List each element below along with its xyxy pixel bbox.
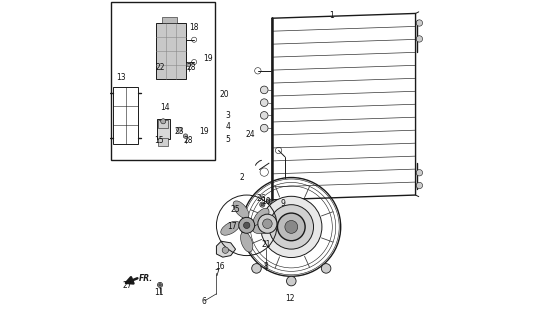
Text: 13: 13 (116, 73, 126, 82)
Text: 3: 3 (225, 111, 230, 120)
Ellipse shape (240, 232, 253, 252)
Circle shape (244, 222, 250, 228)
Bar (156, 23, 186, 79)
Ellipse shape (233, 201, 249, 219)
Circle shape (261, 203, 264, 206)
Text: 10: 10 (261, 197, 271, 206)
Text: 1: 1 (329, 11, 334, 20)
Circle shape (416, 170, 422, 176)
Text: 2: 2 (239, 173, 244, 182)
Bar (113, 87, 138, 144)
Circle shape (260, 86, 268, 94)
Text: 8: 8 (264, 262, 268, 271)
Text: 24: 24 (245, 130, 254, 139)
Bar (157, 119, 169, 139)
Text: 14: 14 (161, 103, 170, 112)
Text: 20: 20 (220, 90, 229, 99)
Text: 11: 11 (154, 288, 164, 297)
Text: 6: 6 (201, 297, 206, 306)
Text: 16: 16 (215, 262, 224, 271)
Text: 18: 18 (189, 23, 199, 32)
Bar (162, 17, 177, 23)
Circle shape (269, 205, 314, 249)
Bar (159, 121, 168, 128)
Text: 23: 23 (175, 127, 185, 136)
Circle shape (268, 200, 270, 203)
Circle shape (260, 124, 268, 132)
Text: 4: 4 (225, 122, 230, 131)
Circle shape (159, 284, 161, 286)
Text: 19: 19 (199, 127, 209, 136)
Text: 9: 9 (281, 198, 286, 207)
Circle shape (260, 112, 268, 119)
Text: 28: 28 (183, 136, 193, 145)
Text: 22: 22 (156, 63, 165, 72)
Circle shape (261, 196, 322, 258)
Text: 15: 15 (154, 136, 164, 145)
Circle shape (260, 202, 265, 207)
Circle shape (266, 199, 272, 204)
Circle shape (258, 214, 277, 233)
Circle shape (158, 282, 162, 287)
Circle shape (278, 213, 305, 241)
Circle shape (187, 62, 191, 67)
Circle shape (252, 264, 261, 273)
Ellipse shape (221, 221, 240, 235)
Circle shape (416, 36, 422, 42)
Text: 5: 5 (225, 135, 230, 144)
Circle shape (287, 276, 296, 286)
Text: 7: 7 (214, 268, 219, 278)
Bar (111, 2, 215, 160)
Text: 27: 27 (123, 281, 132, 290)
Text: 26: 26 (256, 194, 266, 203)
Text: FR.: FR. (138, 274, 152, 283)
Circle shape (222, 247, 229, 253)
Text: 25: 25 (231, 205, 240, 214)
Circle shape (416, 182, 422, 189)
Circle shape (263, 219, 272, 228)
Polygon shape (216, 241, 236, 257)
Text: 12: 12 (285, 294, 294, 303)
Text: 19: 19 (204, 53, 213, 62)
Ellipse shape (253, 208, 269, 226)
Text: 21: 21 (261, 240, 271, 249)
Circle shape (161, 119, 166, 124)
Circle shape (176, 127, 182, 132)
Circle shape (285, 220, 298, 233)
Circle shape (416, 20, 422, 26)
Circle shape (183, 134, 188, 138)
Ellipse shape (253, 223, 273, 234)
Text: 17: 17 (228, 222, 237, 231)
Text: 28: 28 (186, 63, 196, 72)
Circle shape (261, 197, 321, 257)
Circle shape (260, 99, 268, 107)
Circle shape (239, 217, 254, 233)
Bar (159, 138, 168, 146)
Circle shape (321, 264, 331, 273)
